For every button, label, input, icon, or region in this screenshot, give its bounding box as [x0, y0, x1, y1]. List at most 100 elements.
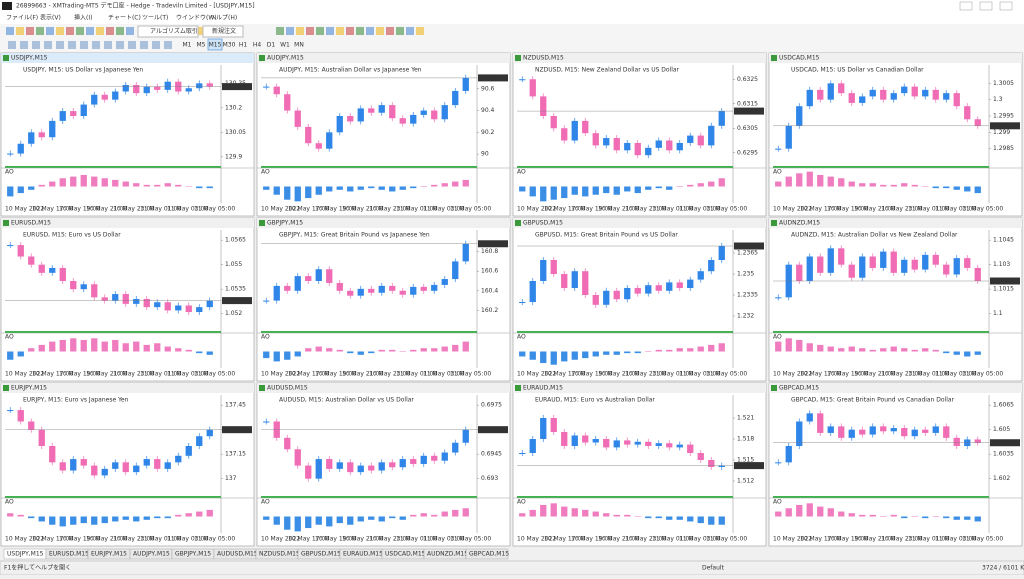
candle	[922, 89, 929, 97]
toolbar-icon[interactable]	[316, 27, 324, 35]
chart-title[interactable]: USDJPY,M15	[11, 55, 48, 62]
tab-label: USDCAD,M15	[385, 551, 426, 558]
toolbar-icon[interactable]	[76, 27, 84, 35]
toolbar-icon[interactable]	[16, 27, 24, 35]
toolbar-icon[interactable]	[396, 27, 404, 35]
toolbar-icon[interactable]	[56, 27, 64, 35]
y-tick-label: 130.2	[225, 104, 242, 111]
tool-icon[interactable]	[92, 41, 100, 49]
osc-bar	[294, 516, 301, 532]
chart-title[interactable]: GBPJPY,M15	[267, 220, 303, 227]
chart-title[interactable]: AUDJPY,M15	[267, 55, 304, 62]
time-label: 10 May 21:00	[854, 371, 895, 378]
tool-icon[interactable]	[44, 41, 52, 49]
tool-icon[interactable]	[164, 41, 172, 49]
toolbar-icon[interactable]	[126, 27, 134, 35]
tool-icon[interactable]	[80, 41, 88, 49]
candle	[59, 111, 66, 121]
timeframe[interactable]: M30	[223, 42, 236, 49]
toolbar-icon[interactable]	[26, 27, 34, 35]
tool-icon[interactable]	[116, 41, 124, 49]
candle	[357, 108, 364, 122]
toolbar-icon[interactable]	[116, 27, 124, 35]
chart-title[interactable]: EURUSD,M15	[11, 220, 51, 227]
menu-item[interactable]: ファイル(F)	[6, 15, 38, 22]
tool-icon[interactable]	[68, 41, 76, 49]
chart-title[interactable]: AUDUSD,M15	[267, 385, 308, 392]
y-tick-label: 1.1	[993, 310, 1003, 317]
chart-title[interactable]: GBPUSD,M15	[523, 220, 563, 227]
window-button[interactable]	[999, 1, 1013, 11]
toolbar-icon[interactable]	[106, 27, 114, 35]
chart-title[interactable]: EURJPY,M15	[11, 385, 47, 392]
time-label: 10 May 2022	[517, 371, 556, 378]
toolbar-icon[interactable]	[46, 27, 54, 35]
tool-icon[interactable]	[20, 41, 28, 49]
toolbar-icon[interactable]	[6, 27, 14, 35]
osc-bar	[326, 186, 333, 192]
tool-icon[interactable]	[140, 41, 148, 49]
tool-icon[interactable]	[152, 41, 160, 49]
toolbar-icon[interactable]	[286, 27, 294, 35]
timeframe[interactable]: H1	[239, 42, 248, 49]
timeframe[interactable]: MN	[294, 42, 304, 49]
menu-item[interactable]: ヘルプ(H)	[210, 15, 237, 22]
chart-icon	[259, 385, 265, 391]
toolbar-icon[interactable]	[386, 27, 394, 35]
window-button[interactable]	[959, 1, 973, 11]
toolbar-icon[interactable]	[326, 27, 334, 35]
toolbar-icon[interactable]	[376, 27, 384, 35]
chart-title[interactable]: NZDUSD,M15	[523, 55, 564, 62]
osc-bar	[592, 511, 599, 517]
tool-icon[interactable]	[128, 41, 136, 49]
candle	[206, 300, 213, 308]
candle	[154, 459, 161, 469]
toolbar-icon[interactable]	[86, 27, 94, 35]
menu-item[interactable]: ツール(T)	[142, 15, 168, 22]
candle	[603, 138, 610, 146]
toolbar-icon[interactable]	[336, 27, 344, 35]
chart-title[interactable]: EURAUD,M15	[523, 385, 563, 392]
toolbar-icon[interactable]	[196, 27, 204, 35]
y-tick-label: 1.1015	[993, 286, 1014, 293]
chart-window	[768, 217, 1023, 382]
menu-item[interactable]: 挿入(I)	[74, 14, 92, 22]
indicator-label: AO	[261, 499, 270, 506]
toolbar-icon[interactable]	[356, 27, 364, 35]
toolbar-icon[interactable]	[96, 27, 104, 35]
toolbar-icon[interactable]	[36, 27, 44, 35]
timeframe[interactable]: W1	[280, 42, 290, 49]
tool-icon[interactable]	[32, 41, 40, 49]
tool-icon[interactable]	[56, 41, 64, 49]
tool-icon[interactable]	[104, 41, 112, 49]
algo-button[interactable]	[137, 25, 199, 38]
osc-bar	[869, 349, 876, 352]
tool-icon[interactable]	[8, 41, 16, 49]
menu-item[interactable]: ウインドウ(W)	[176, 14, 217, 22]
timeframe[interactable]: H4	[253, 42, 262, 49]
toolbar-icon[interactable]	[296, 27, 304, 35]
toolbar-icon[interactable]	[366, 27, 374, 35]
timeframe[interactable]: D1	[267, 42, 276, 49]
window-button[interactable]	[979, 1, 993, 11]
candle	[7, 153, 14, 155]
toolbar-icon[interactable]	[406, 27, 414, 35]
candle	[666, 140, 673, 151]
chart-title[interactable]: USDCAD,M15	[779, 55, 820, 62]
menu-item[interactable]: チャート(C)	[108, 15, 141, 22]
candle	[420, 455, 427, 464]
osc-bar	[817, 344, 824, 352]
menu-item[interactable]: 表示(V)	[40, 14, 61, 22]
timeframe[interactable]: M5	[197, 42, 206, 49]
tab[interactable]	[465, 548, 509, 560]
order-button[interactable]	[202, 25, 244, 38]
timeframe[interactable]: M1	[183, 42, 192, 49]
toolbar-icon[interactable]	[346, 27, 354, 35]
chart-title[interactable]: AUDNZD,M15	[779, 220, 820, 227]
toolbar-icon[interactable]	[416, 27, 424, 35]
toolbar-icon[interactable]	[306, 27, 314, 35]
chart-title[interactable]: GBPCAD,M15	[779, 385, 819, 392]
timeframe[interactable]: M15	[209, 42, 222, 49]
toolbar-icon[interactable]	[276, 27, 284, 35]
toolbar-icon[interactable]	[66, 27, 74, 35]
